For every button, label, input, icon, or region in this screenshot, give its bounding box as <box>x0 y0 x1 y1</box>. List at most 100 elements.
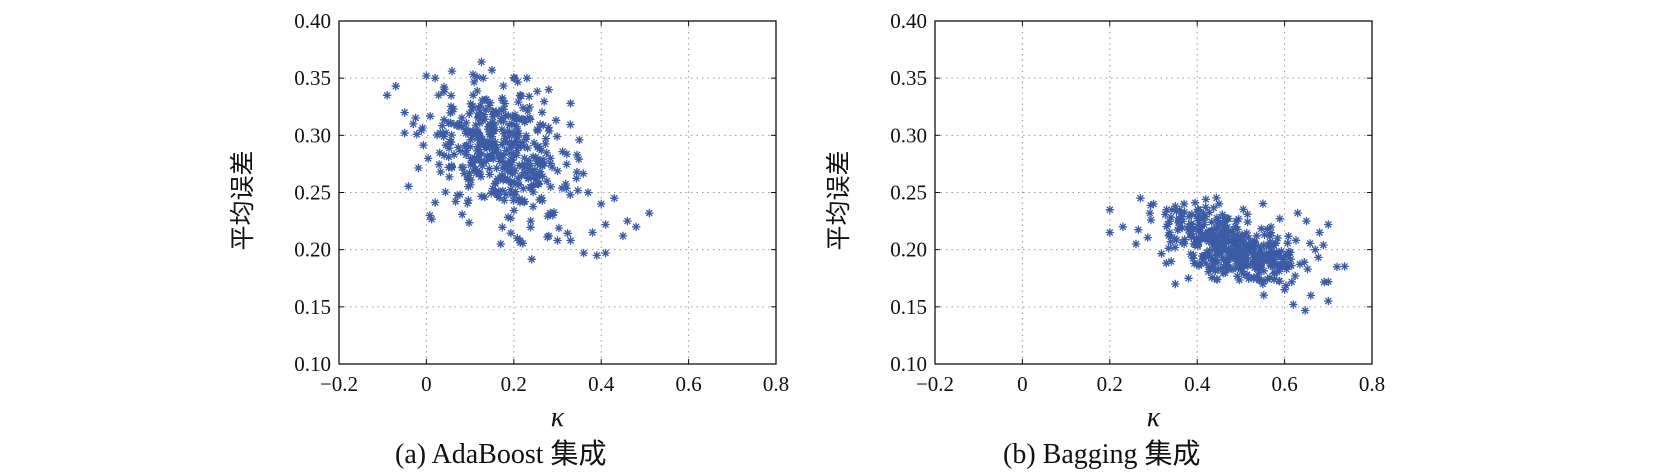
data-point <box>1324 277 1333 286</box>
data-point <box>533 143 542 152</box>
data-point <box>1201 259 1211 268</box>
data-point <box>537 146 546 155</box>
data-point <box>562 160 571 169</box>
data-point <box>467 105 477 115</box>
data-point <box>1165 230 1174 239</box>
data-point <box>460 169 469 178</box>
data-point <box>436 167 445 177</box>
data-point <box>1231 254 1240 263</box>
data-point <box>530 165 540 174</box>
data-point <box>522 169 532 179</box>
data-point <box>488 107 497 116</box>
data-point <box>507 140 517 149</box>
data-point <box>473 134 482 143</box>
data-point <box>436 128 445 138</box>
data-point <box>1211 266 1220 276</box>
y-tick-label: 0.20 <box>294 238 331 262</box>
data-point <box>1222 228 1231 238</box>
data-point <box>1223 222 1232 232</box>
data-point <box>1270 268 1280 277</box>
data-point <box>474 103 483 112</box>
data-point <box>1218 264 1227 273</box>
data-point <box>1283 239 1292 248</box>
data-point <box>1105 228 1114 237</box>
x-tick-label: 0.4 <box>588 372 615 396</box>
data-point <box>1268 251 1278 260</box>
y-tick-label: 0.10 <box>890 352 927 376</box>
data-point <box>488 184 497 193</box>
data-point <box>1282 265 1291 274</box>
data-point <box>1209 260 1219 269</box>
data-point <box>525 92 534 101</box>
data-point <box>464 218 474 227</box>
data-point <box>481 141 491 150</box>
data-point <box>1266 239 1276 248</box>
data-point <box>1220 217 1229 226</box>
data-point <box>1255 276 1264 285</box>
data-point <box>548 211 557 220</box>
data-point <box>574 155 583 164</box>
data-point <box>1273 233 1282 243</box>
data-point <box>583 188 593 197</box>
data-point <box>510 166 520 175</box>
data-point <box>474 154 484 164</box>
data-point <box>513 115 522 124</box>
data-point <box>533 179 542 188</box>
data-point <box>553 236 562 245</box>
data-point <box>382 91 392 100</box>
data-point <box>1178 223 1187 233</box>
data-point <box>566 99 575 108</box>
data-point <box>522 74 532 83</box>
data-point <box>499 105 508 114</box>
data-point <box>477 192 486 201</box>
data-point <box>1200 220 1209 229</box>
data-point <box>512 122 521 132</box>
data-point <box>439 132 448 141</box>
data-point <box>1215 220 1224 229</box>
data-point <box>1167 205 1176 214</box>
data-point <box>544 126 554 136</box>
data-point <box>498 186 507 195</box>
data-point <box>447 162 456 171</box>
data-point <box>485 137 494 146</box>
data-point <box>1241 253 1250 262</box>
data-point <box>418 123 427 133</box>
data-point <box>1228 265 1238 274</box>
data-point <box>1222 256 1231 265</box>
data-point <box>1263 225 1272 234</box>
data-point <box>1239 205 1248 214</box>
data-point <box>1207 218 1216 227</box>
data-point <box>1263 275 1272 284</box>
data-point <box>1136 194 1145 203</box>
data-point <box>1166 237 1175 246</box>
data-point <box>506 178 515 187</box>
data-point <box>1204 228 1214 237</box>
data-point <box>528 152 538 161</box>
data-point <box>457 113 467 123</box>
x-tick-label: 0.2 <box>501 372 527 396</box>
data-point <box>1218 253 1227 262</box>
y-tick-label: 0.25 <box>294 181 331 205</box>
data-point <box>514 129 523 138</box>
data-point <box>439 115 449 124</box>
data-point <box>1275 214 1284 223</box>
data-point <box>1242 248 1251 258</box>
data-point <box>1243 217 1252 227</box>
data-point <box>507 143 516 152</box>
data-point <box>500 196 509 205</box>
data-points <box>382 57 654 264</box>
data-point <box>439 151 449 160</box>
data-point <box>1209 203 1218 213</box>
data-point <box>1164 244 1173 253</box>
data-point <box>509 196 518 205</box>
data-point <box>480 115 490 124</box>
data-point <box>1266 231 1275 241</box>
data-point <box>506 156 515 166</box>
data-point <box>441 187 450 197</box>
data-point <box>466 154 475 163</box>
data-point <box>430 74 440 83</box>
data-point <box>462 118 471 128</box>
data-point <box>527 255 536 264</box>
x-tick-label: 0.6 <box>675 372 701 396</box>
data-point <box>1171 202 1180 211</box>
